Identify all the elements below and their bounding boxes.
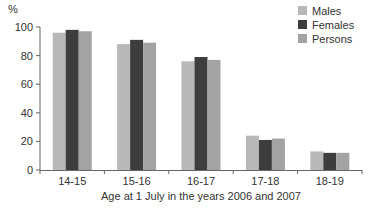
x-tick-label: 18-19: [316, 175, 344, 187]
bar: [182, 61, 195, 170]
x-tick: [40, 170, 41, 174]
legend-label: Males: [312, 5, 342, 17]
x-axis: [40, 170, 362, 171]
y-tick-label: 60: [21, 78, 33, 90]
legend-swatch: [298, 6, 307, 15]
x-tick-label: 16-17: [187, 175, 215, 187]
bar: [195, 57, 208, 170]
bar: [323, 153, 336, 170]
bar: [246, 136, 259, 170]
legend-swatch: [298, 34, 307, 43]
x-tick-label: 14-15: [58, 175, 86, 187]
y-tick: [36, 84, 40, 85]
x-tick-label: 15-16: [123, 175, 151, 187]
y-tick: [36, 170, 40, 171]
y-tick-label: 80: [21, 50, 33, 62]
x-tick: [104, 170, 105, 174]
x-tick: [297, 170, 298, 174]
y-tick: [36, 55, 40, 56]
x-tick: [362, 170, 363, 174]
legend-swatch: [298, 20, 307, 29]
bar: [79, 31, 92, 170]
legend-label: Females: [312, 19, 355, 31]
y-tick-label: 20: [21, 135, 33, 147]
y-tick-label: 100: [15, 21, 33, 33]
x-tick-label: 17-18: [251, 175, 279, 187]
y-tick: [36, 112, 40, 113]
x-tick: [233, 170, 234, 174]
bar: [208, 60, 221, 170]
bars: [53, 30, 350, 170]
y-axis: [40, 27, 41, 170]
y-tick: [36, 141, 40, 142]
bar: [336, 153, 349, 170]
y-label: %: [8, 3, 18, 15]
bar: [143, 43, 156, 170]
legend-label: Persons: [312, 33, 353, 45]
bar: [272, 139, 285, 170]
bar: [117, 44, 130, 170]
x-label: Age at 1 July in the years 2006 and 2007: [101, 190, 301, 202]
bar: [259, 140, 272, 170]
bar: [310, 151, 323, 170]
bar: [53, 33, 66, 170]
chart: % 0 20 40 60 80 100 14-15 15-16 16-17 17-18 18-19 Ag…: [0, 0, 379, 221]
y-tick: [36, 27, 40, 28]
bar: [66, 30, 79, 170]
y-tick-label: 40: [21, 107, 33, 119]
bar: [130, 40, 143, 170]
y-tick-label: 0: [27, 164, 33, 176]
x-tick: [168, 170, 169, 174]
